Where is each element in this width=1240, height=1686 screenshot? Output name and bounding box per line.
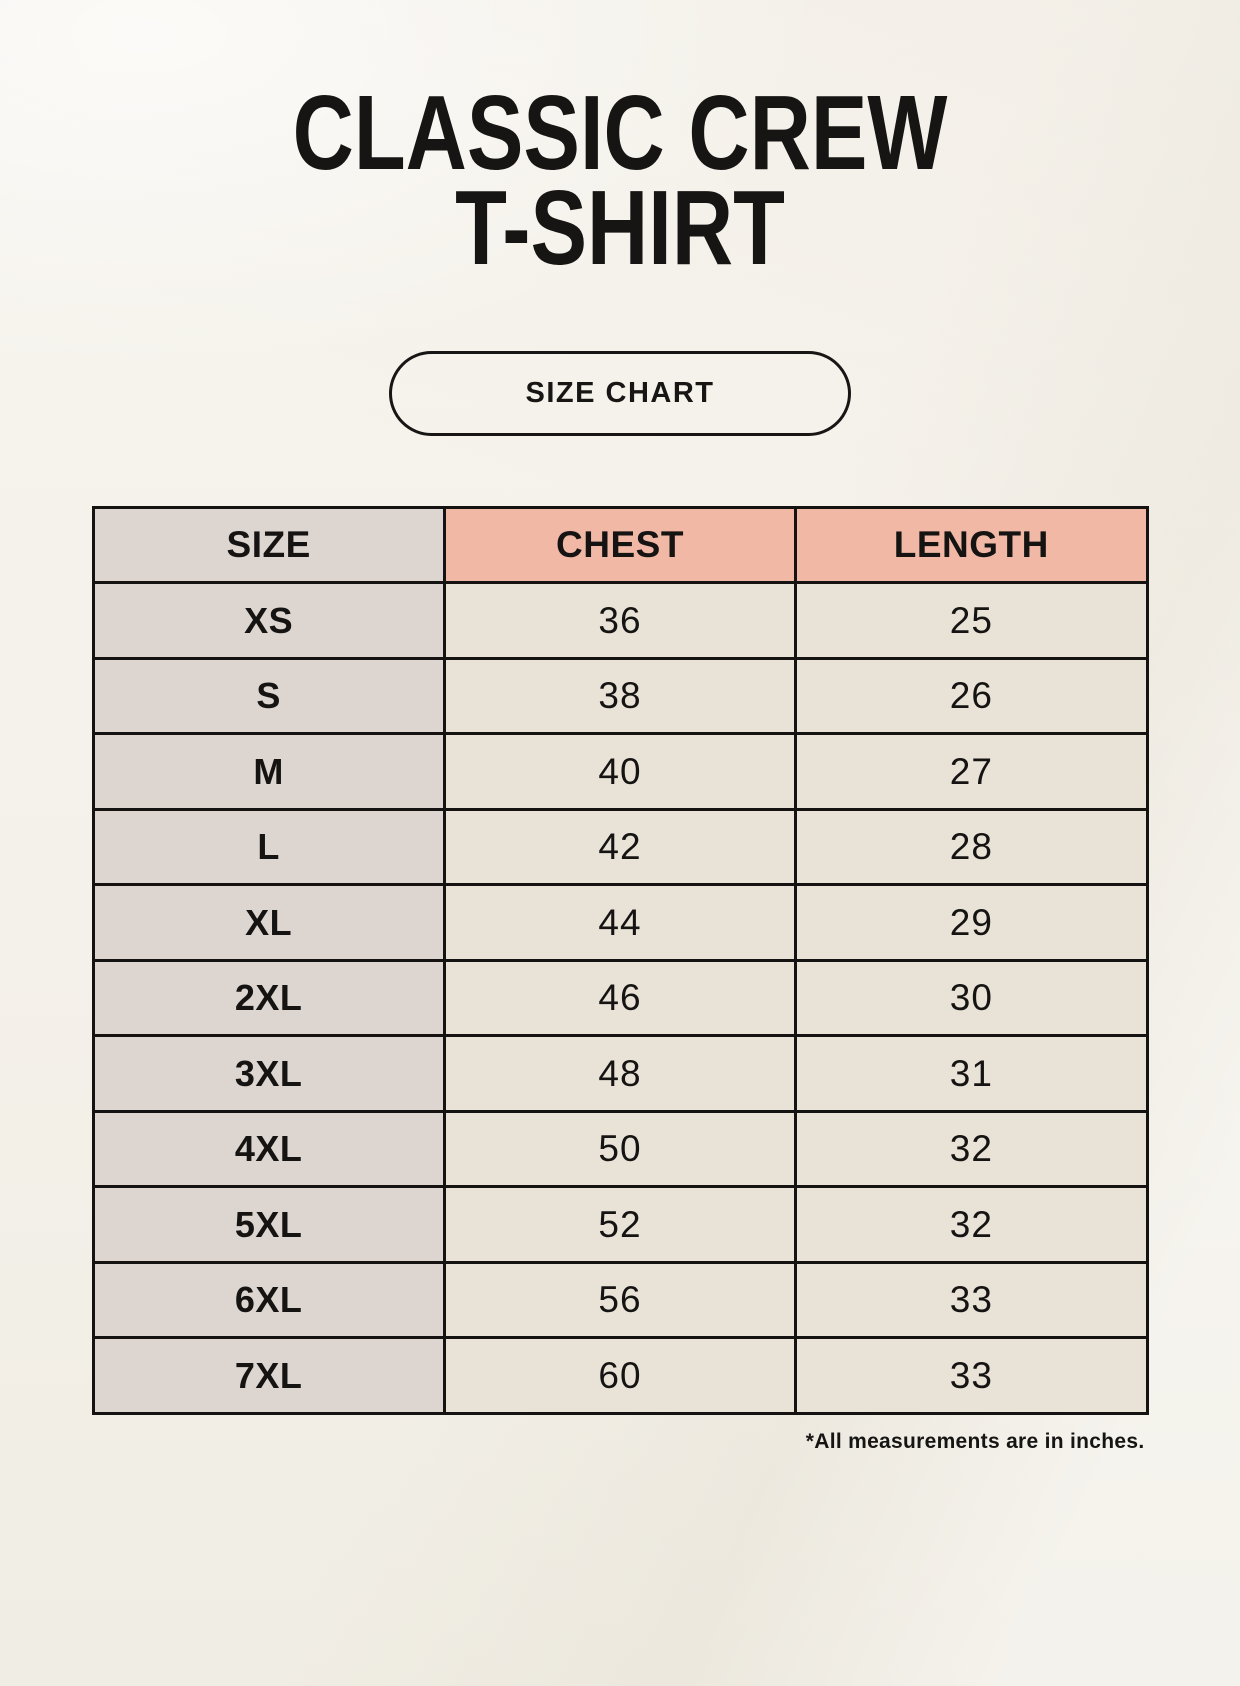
table-row-3xl: 3XL 48 31 <box>91 1034 1149 1113</box>
table-row-s: S 38 26 <box>91 656 1149 736</box>
chest-cell: 46 <box>442 958 798 1038</box>
chest-cell: 48 <box>442 1034 798 1113</box>
size-chart-button[interactable]: SIZE CHART <box>389 350 851 436</box>
table-row-6xl: 6XL 56 33 <box>91 1260 1149 1340</box>
chest-cell: 52 <box>442 1185 798 1264</box>
size-table-head: SIZE CHEST LENGTH <box>91 505 1149 585</box>
size-cell: L <box>91 807 446 887</box>
size-cell: XL <box>91 883 446 962</box>
length-cell: 27 <box>794 732 1149 811</box>
table-row-l: L 42 28 <box>91 807 1149 887</box>
size-cell: XS <box>91 581 446 660</box>
table-header-row: SIZE CHEST LENGTH <box>91 505 1149 585</box>
page-title-line-1: CLASSIC CREW <box>292 74 948 192</box>
length-cell: 30 <box>794 958 1149 1038</box>
table-row-m: M 40 27 <box>91 732 1149 811</box>
chest-cell: 36 <box>442 581 798 660</box>
page-title-line-2: T-SHIRT <box>455 169 785 288</box>
chest-cell: 44 <box>442 883 798 962</box>
length-cell: 32 <box>794 1185 1149 1264</box>
chest-cell: 38 <box>442 656 798 736</box>
page-title: CLASSIC CREW T-SHIRT <box>124 74 1116 288</box>
length-cell: 33 <box>794 1336 1149 1415</box>
length-cell: 31 <box>794 1034 1149 1113</box>
chest-cell: 56 <box>442 1260 798 1340</box>
length-cell: 25 <box>794 581 1149 660</box>
chest-cell: 60 <box>442 1336 798 1415</box>
table-row-xs: XS 36 25 <box>91 581 1149 660</box>
table-row-xl: XL 44 29 <box>91 883 1149 962</box>
chest-cell: 40 <box>442 732 798 811</box>
size-chart-page: CLASSIC CREW T-SHIRT SIZE CHART SIZE CHE… <box>0 74 1240 1686</box>
size-cell: 7XL <box>91 1336 446 1415</box>
size-table: SIZE CHEST LENGTH XS 36 25 S 38 26 M <box>91 505 1149 1415</box>
length-cell: 28 <box>794 807 1149 887</box>
column-header-length: LENGTH <box>794 505 1149 585</box>
size-cell: 4XL <box>91 1109 446 1189</box>
button-row: SIZE CHART <box>0 350 1240 436</box>
table-row-7xl: 7XL 60 33 <box>91 1336 1149 1415</box>
chest-cell: 50 <box>442 1109 798 1189</box>
size-cell: M <box>91 732 446 811</box>
table-row-5xl: 5XL 52 32 <box>91 1185 1149 1264</box>
length-cell: 32 <box>794 1109 1149 1189</box>
size-table-container: SIZE CHEST LENGTH XS 36 25 S 38 26 M <box>91 505 1149 1454</box>
table-row-4xl: 4XL 50 32 <box>91 1109 1149 1189</box>
measurements-footnote: *All measurements are in inches. <box>805 1429 1145 1453</box>
size-cell: 2XL <box>91 958 446 1038</box>
length-cell: 26 <box>794 656 1149 736</box>
size-cell: 6XL <box>91 1260 446 1340</box>
chest-cell: 42 <box>442 807 798 887</box>
column-header-size: SIZE <box>91 505 446 585</box>
size-cell: S <box>91 656 446 736</box>
length-cell: 29 <box>794 883 1149 962</box>
size-cell: 3XL <box>91 1034 446 1113</box>
column-header-chest: CHEST <box>442 505 798 585</box>
table-row-2xl: 2XL 46 30 <box>91 958 1149 1038</box>
length-cell: 33 <box>794 1260 1149 1340</box>
size-cell: 5XL <box>91 1185 446 1264</box>
size-table-body: XS 36 25 S 38 26 M 40 27 L 42 28 <box>91 581 1149 1415</box>
